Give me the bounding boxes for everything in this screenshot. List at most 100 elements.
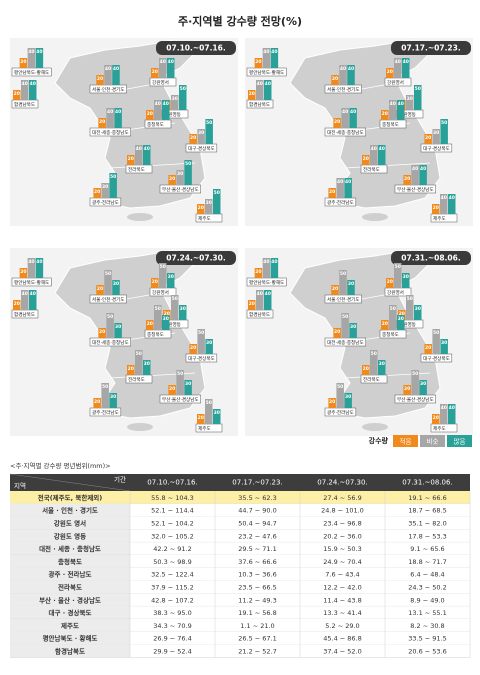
- bar: [248, 90, 256, 100]
- bar: [13, 300, 21, 310]
- bar: [143, 145, 151, 165]
- range-cell: 24.3 ~ 50.2: [408, 584, 447, 592]
- bar: [101, 183, 109, 198]
- bar: [197, 329, 205, 354]
- bar-value: 50: [110, 174, 116, 180]
- bar: [406, 95, 414, 110]
- bar: [162, 100, 170, 120]
- region-label: 강원영서: [387, 79, 404, 86]
- bar: [336, 178, 344, 198]
- bar: [98, 328, 106, 338]
- header-diagonal: [9, 473, 131, 492]
- bar-value: 40: [265, 291, 271, 297]
- bar-value: 50: [155, 306, 161, 312]
- region-label: 대구·경상북도: [188, 355, 215, 362]
- period-box: [156, 41, 236, 55]
- bar: [21, 290, 29, 310]
- bar: [402, 58, 410, 78]
- bar-value: 40: [144, 146, 150, 152]
- range-cell: 7.6 ~ 43.4: [325, 571, 359, 579]
- region-label: 서울·인천·경기도: [92, 296, 125, 303]
- region-label: 대전·세종·충청남도: [92, 129, 129, 136]
- bar-value: 30: [163, 316, 169, 322]
- bar-value: 20: [99, 329, 105, 335]
- region-cell: 평안남북도 · 황해도: [43, 634, 98, 643]
- bar: [264, 290, 272, 310]
- region-label: 충청북도: [147, 121, 164, 128]
- range-cell: 8.9 ~ 49.0: [410, 596, 444, 604]
- region-cell: 충청북도: [58, 557, 82, 566]
- bar: [159, 263, 167, 288]
- bar-value: 20: [164, 311, 170, 317]
- row-bg: [10, 491, 470, 504]
- bar-value: 20: [363, 156, 369, 162]
- range-cell: 42.2 ~ 91.2: [153, 545, 192, 553]
- bar-value: 20: [404, 176, 410, 182]
- bar: [21, 80, 29, 100]
- bar-value: 20: [198, 415, 204, 421]
- range-cell: 11.2 ~ 49.3: [238, 596, 277, 604]
- bar: [176, 370, 184, 395]
- bar: [189, 134, 197, 144]
- bar: [179, 85, 187, 110]
- bar-value: 50: [177, 371, 183, 377]
- bar-value: 20: [255, 269, 261, 275]
- bar-value: 20: [147, 111, 153, 117]
- bar-value: 40: [105, 66, 111, 72]
- region-label: 광주·전라남도: [327, 409, 354, 416]
- bar: [176, 170, 184, 185]
- range-cell: 23.2 ~ 47.6: [238, 532, 277, 540]
- bar-value: 40: [271, 49, 277, 55]
- bar: [98, 118, 106, 128]
- bar-value: 40: [395, 59, 401, 65]
- bar-value: 20: [20, 59, 26, 65]
- legend-swatch: [447, 435, 472, 447]
- range-cell: 20.2 ~ 36.0: [323, 532, 362, 540]
- bar-value: 30: [350, 324, 356, 330]
- bar-value: 40: [345, 179, 351, 185]
- bar-value: 30: [379, 361, 385, 367]
- bar: [432, 129, 440, 144]
- bar-value: 20: [249, 91, 255, 97]
- bar: [35, 48, 44, 68]
- range-cell: 26.9 ~ 76.4: [153, 635, 192, 643]
- region-label: 충청북도: [382, 121, 399, 128]
- region-cell: 전국(제주도, 북한제외): [38, 493, 103, 502]
- bar-value: 20: [433, 205, 439, 211]
- bar: [432, 204, 440, 214]
- bar: [411, 370, 419, 395]
- region-cell: 대구 · 경상북도: [49, 608, 92, 617]
- bar: [440, 119, 448, 144]
- bar-value: 20: [255, 59, 261, 65]
- bar-value: 20: [20, 269, 26, 275]
- bar: [397, 100, 405, 120]
- bar-value: 30: [172, 96, 178, 102]
- region-label: 평안남북도·황해도: [14, 69, 49, 76]
- region-label: 부산·울산·경상남도: [397, 396, 434, 403]
- corner-label: 지역: [14, 481, 26, 490]
- bar-value: 50: [441, 120, 447, 126]
- range-cell: 35.1 ~ 82.0: [408, 520, 447, 528]
- bar-value: 30: [198, 130, 204, 136]
- bar: [403, 175, 411, 185]
- region-label: 강원영서: [152, 289, 169, 296]
- bar-value: 50: [412, 371, 418, 377]
- page-title: 주·지역별 강수량 전망(%): [178, 14, 302, 28]
- bar: [96, 75, 104, 85]
- range-cell: 50.4 ~ 94.7: [238, 520, 277, 528]
- range-cell: 32.5 ~ 122.4: [151, 571, 194, 579]
- range-cell: 18.7 ~ 68.5: [408, 507, 447, 515]
- bar: [168, 385, 176, 395]
- bar: [328, 398, 336, 408]
- bar: [135, 350, 143, 375]
